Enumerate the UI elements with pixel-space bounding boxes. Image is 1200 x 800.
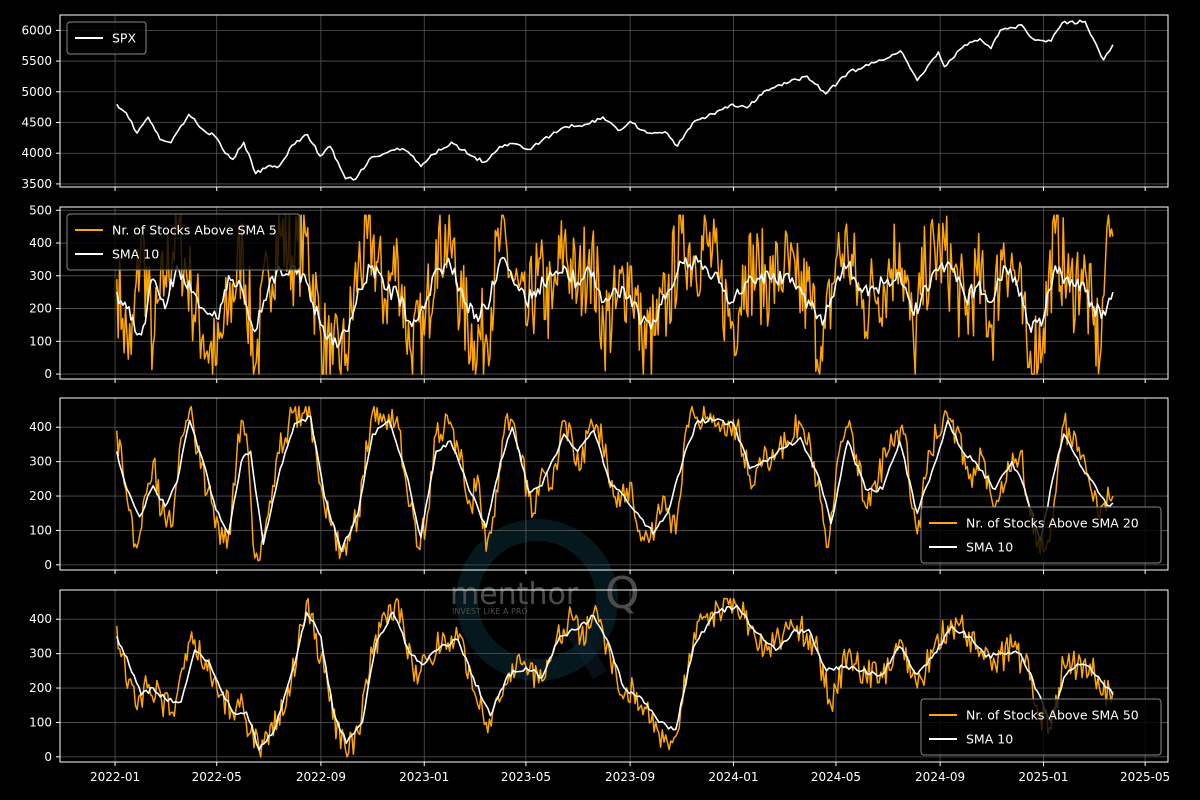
watermark-letter: Q: [605, 568, 640, 619]
y-tick-label: 200: [29, 302, 52, 316]
y-tick-label: 500: [29, 203, 52, 217]
x-tick-label: 2023-05: [501, 770, 551, 784]
x-tick-label: 2023-09: [605, 770, 655, 784]
y-tick-label: 5500: [21, 54, 52, 68]
legend: Nr. of Stocks Above SMA 5 SMA 10: [66, 213, 301, 271]
axes-frame: [59, 397, 1169, 571]
watermark-tail: [563, 620, 607, 680]
watermark-brand: menthor: [450, 577, 579, 612]
axes-frame: [59, 206, 1169, 380]
x-tick-label: 2022-05: [192, 770, 242, 784]
x-tick-label: 2024-01: [708, 770, 758, 784]
y-tick-label: 4000: [21, 146, 52, 160]
x-tick-label: 2023-01: [399, 770, 449, 784]
x-tick-label: 2022-09: [296, 770, 346, 784]
legend-label: Nr. of Stocks Above SMA 50: [966, 708, 1139, 723]
y-tick-label: 300: [29, 647, 52, 661]
y-tick-label: 100: [29, 715, 52, 729]
x-tick-label: 2024-09: [915, 770, 965, 784]
legend-label: Nr. of Stocks Above SMA 20: [966, 516, 1139, 531]
series-line-sma10: [116, 415, 1114, 552]
panel-sma50: 0 100 200 300 400 2022-01 2022-05 2022-09 2023-0…: [29, 589, 1170, 784]
legend: Nr. of Stocks Above SMA 50 SMA 10: [920, 698, 1162, 756]
axes-frame: [59, 14, 1169, 188]
y-tick-label: 400: [29, 420, 52, 434]
panel-spx: 3500 4000 4500 5000 5500 6000 SPX: [21, 14, 1169, 191]
legend: SPX: [66, 21, 147, 55]
chart-panels: 350040004500500055006000SPX0100200300400…: [21, 14, 1170, 784]
axes-frame: [59, 589, 1169, 763]
legend-box: [920, 506, 1162, 564]
legend-label: SMA 10: [112, 247, 159, 262]
x-tick-label: 2022-01: [90, 770, 140, 784]
legend-label: SPX: [112, 31, 136, 46]
legend-label: SMA 10: [966, 540, 1013, 555]
x-tick-label: 2024-05: [811, 770, 861, 784]
panel-sma20: 0 100 200 300 400 Nr. of Stocks Above SMA 20 S…: [29, 397, 1169, 574]
y-tick-label: 0: [44, 750, 52, 764]
legend-label: Nr. of Stocks Above SMA 5: [112, 223, 277, 238]
y-tick-label: 100: [29, 334, 52, 348]
x-tick-label: 2025-01: [1018, 770, 1068, 784]
legend: Nr. of Stocks Above SMA 20 SMA 10: [920, 506, 1162, 564]
legend-box: [66, 21, 147, 55]
y-tick-label: 400: [29, 236, 52, 250]
y-tick-label: 0: [44, 558, 52, 572]
panel-sma5: 0 100 200 300 400 500 Nr. of Stocks Above SMA …: [29, 203, 1169, 383]
series-line-primary: [116, 597, 1114, 758]
y-tick-label: 6000: [21, 23, 52, 37]
y-tick-label: 200: [29, 489, 52, 503]
y-tick-label: 3500: [21, 177, 52, 191]
y-tick-label: 5000: [21, 85, 52, 99]
series-line-primary: [116, 405, 1114, 562]
y-tick-label: 300: [29, 455, 52, 469]
y-tick-label: 400: [29, 612, 52, 626]
y-tick-label: 4500: [21, 116, 52, 130]
y-tick-label: 100: [29, 523, 52, 537]
legend-box: [66, 213, 301, 271]
y-tick-label: 200: [29, 681, 52, 695]
series-line-sma10: [116, 604, 1114, 751]
y-tick-label: 300: [29, 269, 52, 283]
watermark-tagline: INVEST LIKE A PRO: [452, 607, 528, 616]
series-line-sma10: [116, 255, 1114, 349]
legend-box: [920, 698, 1162, 756]
series-line-primary: [116, 19, 1114, 181]
x-tick-label: 2025-05: [1120, 770, 1170, 784]
legend-label: SMA 10: [966, 732, 1013, 747]
y-tick-label: 0: [44, 367, 52, 381]
